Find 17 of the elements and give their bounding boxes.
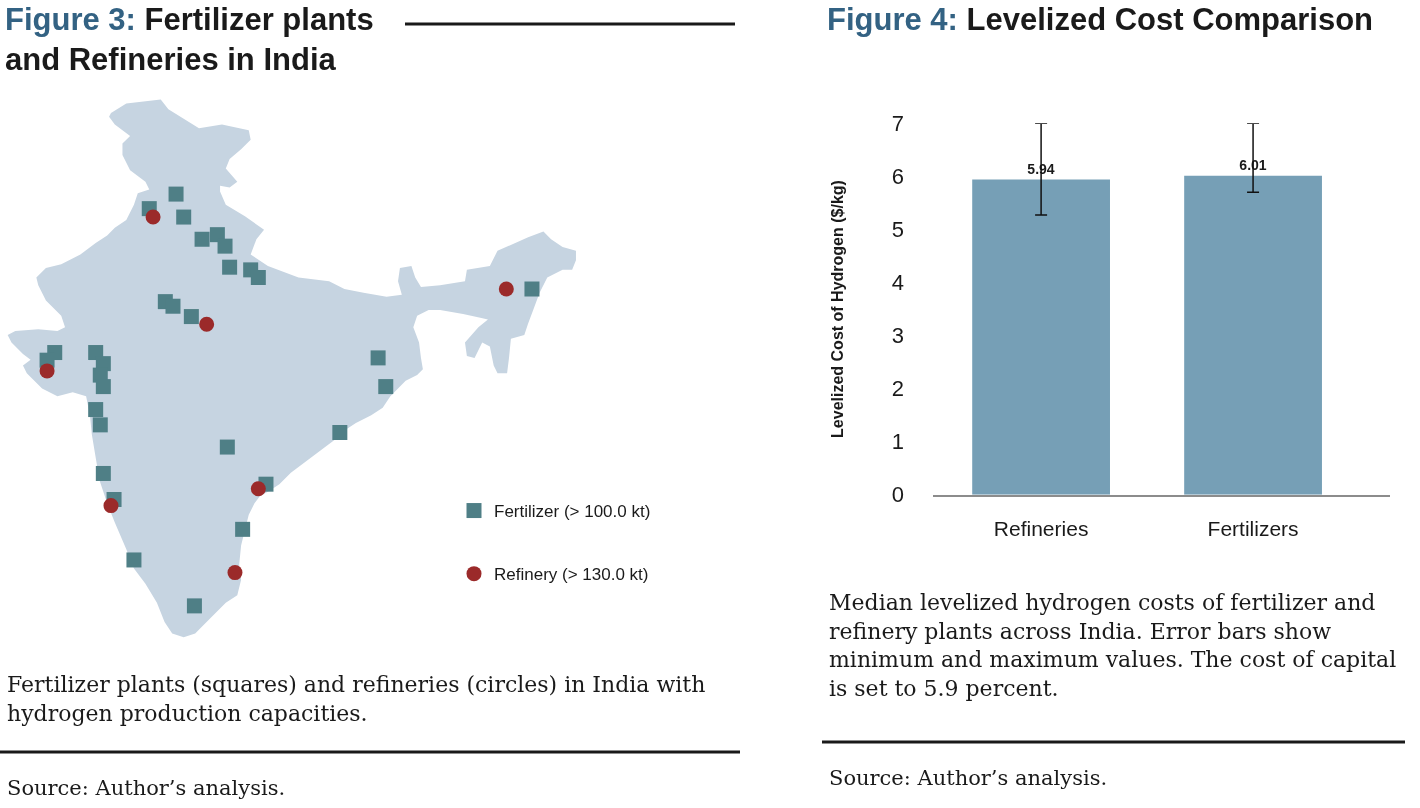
y-tick-label: 5 [891,217,904,243]
y-tick-label: 3 [891,323,904,349]
text: Figure 3: Fertilizer plants and Refineries in India [5,2,374,78]
y-tick-label: 4 [891,270,904,296]
y-tick-label: 6 [891,164,904,190]
y-tick-label: 1 [891,429,904,455]
source-note: Source: Author’s analysis. [7,776,286,800]
text: Median levelized hydrogen costs of fertilizer and refinery plants across India. Error bars show minimum and maximum values. The cost of capital is set to 5.9 percent. [829,590,1397,701]
text: Fertilizer plants (squares) and refineries (circles) in India with hydrogen production capacities. [7,672,706,726]
y-axis-title: Levelized Cost of Hydrogen ($/kg) [828,180,846,438]
x-tick-label: Fertilizers [1207,516,1299,540]
chart-title: Figure 4: Levelized Cost Comparison [827,2,1374,37]
y-tick-label: 7 [891,111,904,136]
y-tick-label: 2 [891,376,904,402]
source-note: Source: Author’s analysis. [829,766,1108,790]
y-tick-label: 0 [891,482,904,508]
x-tick-label: Refineries [993,516,1089,540]
